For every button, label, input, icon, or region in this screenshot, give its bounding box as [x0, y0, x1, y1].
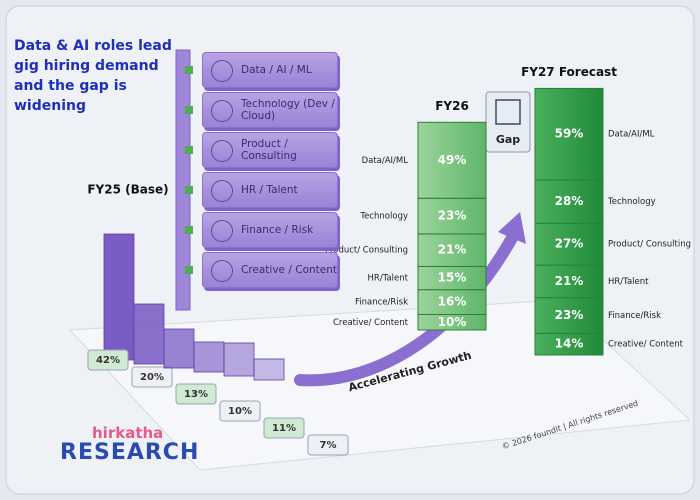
value-label: 49%	[438, 153, 467, 167]
tower-segment	[534, 87, 604, 181]
category-card: Technology (Dev / Cloud)	[202, 92, 338, 128]
category-card: Product / Consulting	[202, 132, 338, 168]
brand-tagline: RESEARCH	[60, 440, 200, 465]
value-label: 15%	[438, 271, 467, 285]
value-label: 23%	[438, 209, 467, 223]
value-label: 16%	[438, 295, 467, 309]
category-card: Data / AI / ML	[202, 52, 338, 88]
value-label: 27%	[555, 237, 584, 251]
tower-segment	[417, 197, 487, 235]
bar	[253, 358, 285, 381]
bar	[163, 328, 195, 369]
value-label: 21%	[438, 243, 467, 257]
value-label: 21%	[555, 274, 584, 288]
connector-dot	[185, 186, 193, 194]
value-tile	[307, 434, 349, 456]
value-label: 28%	[555, 194, 584, 208]
category-label: HR/Talent	[368, 274, 409, 284]
category-label: Finance/Risk	[355, 298, 408, 308]
series-label: FY25 (Base)	[87, 183, 168, 197]
tower-segment	[534, 264, 604, 299]
bar	[223, 342, 255, 377]
category-label: Data/AI/ML	[362, 156, 409, 166]
category-label: Finance/Risk	[608, 311, 661, 321]
bar	[133, 303, 165, 365]
value-tile	[87, 349, 129, 371]
arrow-head	[498, 212, 526, 244]
value-label: 7%	[320, 440, 337, 451]
category-label: Product/ Consulting	[325, 246, 408, 256]
connector-dot	[185, 106, 193, 114]
category-card: Creative / Content	[202, 252, 338, 288]
category-card: HR / Talent	[202, 172, 338, 208]
chart-title: Data & AI roles lead gig hiring demand a…	[14, 38, 172, 114]
category-label: HR/Talent	[608, 277, 649, 287]
value-tile	[175, 383, 217, 405]
value-tile	[131, 366, 173, 388]
spine	[175, 49, 191, 311]
category-label: Technology	[359, 212, 408, 222]
category-card: Finance / Risk	[202, 212, 338, 248]
bar	[193, 341, 225, 373]
connector-dot	[185, 66, 193, 74]
category-label: Creative/ Content	[608, 340, 684, 350]
value-label: 11%	[272, 423, 296, 434]
tower-segment	[534, 222, 604, 266]
bar	[103, 233, 135, 361]
value-label: 42%	[96, 355, 120, 366]
value-tile	[263, 417, 305, 439]
connector-dot	[185, 146, 193, 154]
value-label: 59%	[555, 127, 584, 141]
value-tile	[219, 400, 261, 422]
connector-dot	[185, 226, 193, 234]
series-label: FY26	[435, 99, 469, 113]
category-label: Data/AI/ML	[608, 130, 655, 140]
tower-segment	[534, 179, 604, 224]
gap-icon	[495, 99, 521, 125]
series-label: FY27 Forecast	[521, 65, 617, 79]
category-label: Creative/ Content	[333, 318, 409, 328]
connector-dot	[185, 266, 193, 274]
annotation: Gap	[496, 133, 520, 146]
value-label: 20%	[140, 372, 164, 383]
growth-arrow	[294, 232, 518, 387]
value-label: 23%	[555, 308, 584, 322]
brand-name: hirkatha	[92, 424, 164, 442]
category-label: Technology	[607, 197, 656, 207]
value-label: 13%	[184, 389, 208, 400]
tower-segment	[417, 289, 487, 316]
value-label: 10%	[228, 406, 252, 417]
category-label: Product/ Consulting	[608, 240, 691, 250]
tower-segment	[417, 121, 487, 199]
value-label: 10%	[438, 315, 467, 329]
value-label: 14%	[555, 337, 584, 351]
tower-segment	[534, 297, 604, 334]
